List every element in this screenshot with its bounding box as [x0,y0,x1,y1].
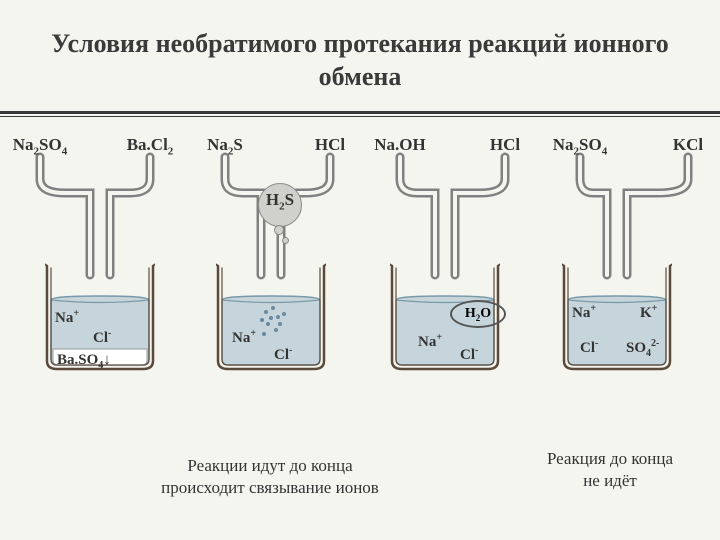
ion-label: SO42- [626,338,659,359]
beaker-3: H2ONa+Cl- [390,260,500,365]
diagram-stage: H2S Na2SO4 Ba.Cl2 Na2S HCl Na.OH HCl Na2SO4 KCl N… [0,135,720,435]
beaker-4: Na+ K+ Cl- SO42- [562,260,672,365]
ion-label: Na+ [232,328,256,347]
slide-title: Условия необратимого протекания реакций … [0,0,720,111]
ion-label: K+ [640,303,657,322]
ion-label: Na+ [418,332,442,351]
reagent-label-6: Na2SO4 [553,135,607,157]
beaker-1: Na+Cl-Ba.SO4↓ [45,260,155,365]
water-molecule: H2O [450,300,506,328]
reagent-label-4: Na.OH [374,135,425,155]
ion-label: Cl- [580,338,598,357]
ion-label: Na+ [55,308,79,327]
ion-label: Cl- [93,328,111,347]
reagent-label-5: HCl [490,135,520,155]
bubbles [216,260,326,365]
gas-bubble [274,225,284,235]
reagent-label-7: KCl [673,135,703,155]
reagent-label-3: HCl [315,135,345,155]
gas-label: H2S [266,190,294,212]
gas-bubble [282,237,289,244]
reagent-label-0: Na2SO4 [13,135,67,157]
reagent-label-2: Na2S [207,135,243,157]
ion-label: Na+ [572,303,596,322]
caption-2: Реакция до концане идёт [510,448,710,492]
beaker-2: Na+ Cl- [216,260,326,365]
caption-1: Реакции идут до концапроисходит связыван… [110,455,430,499]
ion-label: Cl- [274,345,292,364]
precipitate-label: Ba.SO4↓ [57,352,111,371]
reagent-label-1: Ba.Cl2 [127,135,174,157]
title-rule [0,111,720,117]
ion-label: Cl- [460,345,478,364]
